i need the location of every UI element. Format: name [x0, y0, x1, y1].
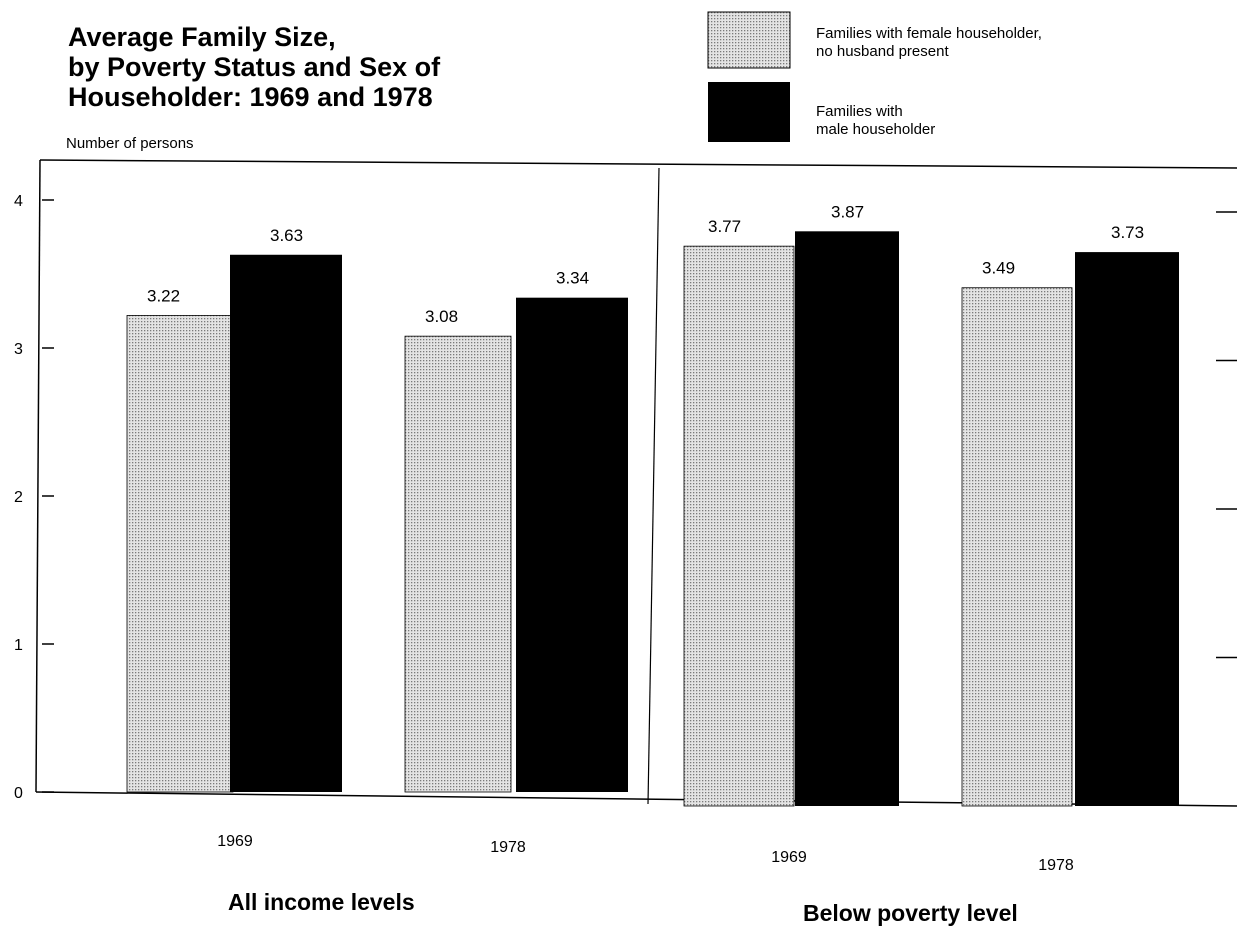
legend-label-female-line-1: Families with female householder, — [816, 25, 1042, 42]
bar-value-label: 3.22 — [147, 286, 180, 305]
plot-top-border — [39, 159, 1237, 169]
category-label: 1969 — [771, 849, 807, 866]
bar-value-label: 3.73 — [1111, 223, 1144, 242]
bar-male-householder — [795, 231, 899, 806]
y-tick-label: 2 — [14, 489, 23, 506]
bar-value-label: 3.34 — [556, 269, 589, 288]
legend-swatch-female — [707, 11, 791, 69]
chart-title-line-2: by Poverty Status and Sex of — [68, 52, 441, 82]
legend-label-male-line-2: male householder — [816, 121, 935, 138]
chart-title-line-1: Average Family Size, — [68, 22, 336, 52]
category-labels: 1969 1978 1969 1978 — [217, 833, 1074, 874]
panel-divider — [647, 167, 660, 805]
category-label: 1978 — [1038, 857, 1074, 874]
bar-female-householder — [126, 315, 234, 793]
category-label: 1978 — [490, 839, 526, 856]
bar-male-householder — [516, 297, 628, 792]
bar-value-label: 3.08 — [425, 307, 458, 326]
bar-value-label: 3.77 — [708, 217, 741, 236]
bars — [126, 231, 1179, 807]
plot-left-border — [35, 159, 41, 793]
bar-value-label: 3.63 — [270, 226, 303, 245]
legend-label-male-line-1: Families with — [816, 103, 903, 120]
bar-female-householder — [683, 245, 795, 807]
value-labels: 3.22 3.63 3.08 3.34 3.77 3.87 3.49 3.73 — [147, 202, 1144, 326]
bar-female-householder — [404, 335, 512, 793]
chart-title-line-3: Householder: 1969 and 1978 — [68, 82, 433, 112]
y-ticks: 0 1 2 3 4 — [14, 193, 1237, 802]
group-label-all-income: All income levels — [228, 889, 415, 915]
category-label: 1969 — [217, 833, 253, 850]
y-tick-label: 3 — [14, 341, 23, 358]
legend-swatch-male — [708, 82, 790, 142]
bar-value-label: 3.49 — [982, 259, 1015, 278]
group-label-below-poverty: Below poverty level — [803, 900, 1018, 926]
bar-female-householder — [961, 287, 1073, 807]
bar-male-householder — [230, 254, 342, 792]
y-tick-label: 0 — [14, 785, 23, 802]
bar-value-label: 3.87 — [831, 202, 864, 221]
legend-label-female-line-2: no husband present — [816, 43, 949, 60]
y-tick-label: 1 — [14, 637, 23, 654]
bar-male-householder — [1075, 252, 1179, 807]
y-axis-label: Number of persons — [66, 135, 194, 152]
y-tick-label: 4 — [14, 193, 23, 210]
